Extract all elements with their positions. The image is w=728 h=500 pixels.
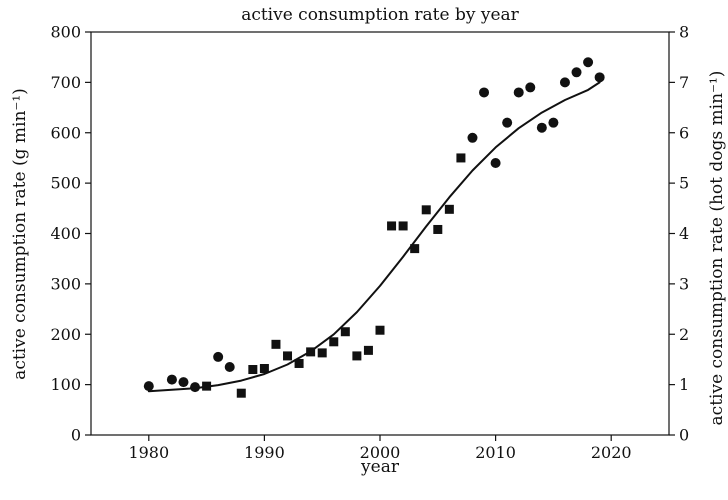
data-point-circle: [190, 382, 201, 393]
y-right-tick-label: 3: [679, 274, 689, 293]
y-axis-right: 0 1 2 3 4 5 6 7 8: [669, 23, 689, 445]
y-right-tick-label: 7: [679, 73, 689, 92]
data-point-circle: [513, 87, 524, 98]
data-point-circle: [583, 57, 594, 68]
y-right-tick-label: 6: [679, 123, 689, 142]
data-point-circle: [525, 82, 536, 93]
data-point-square: [248, 365, 258, 375]
y-left-tick-label: 600: [50, 123, 81, 142]
data-point-square: [236, 388, 246, 398]
data-point-circle: [490, 157, 501, 168]
data-point-circle: [536, 122, 547, 133]
data-point-circle: [548, 117, 559, 128]
data-point-square: [387, 221, 397, 231]
y-left-tick-label: 500: [50, 174, 81, 193]
y-left-tick-label: 700: [50, 73, 81, 92]
y-left-tick-label: 200: [50, 325, 81, 344]
y-right-tick-label: 4: [679, 224, 689, 243]
x-tick-label: 1980: [128, 443, 169, 462]
data-point-square: [329, 337, 339, 347]
data-point-circle: [594, 72, 605, 83]
data-point-circle: [166, 374, 177, 385]
data-point-square: [433, 224, 443, 234]
data-point-square: [421, 205, 431, 215]
data-point-square: [352, 351, 362, 361]
data-point-square: [363, 345, 373, 355]
x-axis-label: year: [360, 457, 400, 477]
data-point-circle: [143, 381, 154, 392]
chart-title: active consumption rate by year: [241, 5, 519, 25]
data-point-circle: [467, 132, 478, 143]
y-axis-label-right: active consumption rate (hot dogs min⁻¹): [707, 71, 727, 426]
y-left-tick-label: 800: [50, 23, 81, 42]
y-right-tick-label: 0: [679, 426, 689, 445]
data-points: [143, 57, 605, 398]
data-point-square: [456, 153, 466, 163]
y-left-tick-label: 400: [50, 224, 81, 243]
data-point-circle: [178, 377, 189, 388]
y-right-tick-label: 1: [679, 375, 689, 394]
y-axis-left: 0 100 200 300 400 500 600 700 800: [50, 23, 91, 445]
data-point-square: [340, 327, 350, 337]
y-right-tick-label: 5: [679, 174, 689, 193]
data-point-square: [375, 325, 385, 335]
data-point-square: [410, 244, 420, 254]
data-point-circle: [571, 67, 582, 78]
y-left-tick-label: 0: [71, 426, 81, 445]
x-tick-label: 2010: [475, 443, 516, 462]
x-tick-label: 1990: [244, 443, 285, 462]
data-point-circle: [559, 77, 570, 88]
data-point-square: [259, 364, 269, 374]
data-point-square: [202, 381, 212, 391]
y-left-tick-label: 100: [50, 375, 81, 394]
data-point-square: [294, 358, 304, 368]
data-point-square: [271, 339, 281, 349]
y-axis-label-left: active consumption rate (g min⁻¹): [10, 88, 30, 380]
data-point-circle: [479, 87, 490, 98]
data-point-square: [283, 351, 293, 361]
y-right-tick-label: 8: [679, 23, 689, 42]
fit-curve: [147, 81, 601, 393]
x-tick-label: 2000: [360, 443, 401, 462]
x-axis: 1980 1990 2000 2010 2020: [128, 435, 632, 462]
x-tick-label: 2020: [591, 443, 632, 462]
y-left-tick-label: 300: [50, 274, 81, 293]
data-point-square: [317, 348, 327, 358]
data-point-circle: [502, 117, 513, 128]
data-point-square: [398, 221, 408, 231]
data-point-circle: [224, 361, 235, 372]
data-point-circle: [213, 351, 224, 362]
data-point-square: [444, 204, 454, 214]
y-right-tick-label: 2: [679, 325, 689, 344]
data-point-square: [306, 347, 316, 357]
fit-line: [147, 81, 601, 393]
